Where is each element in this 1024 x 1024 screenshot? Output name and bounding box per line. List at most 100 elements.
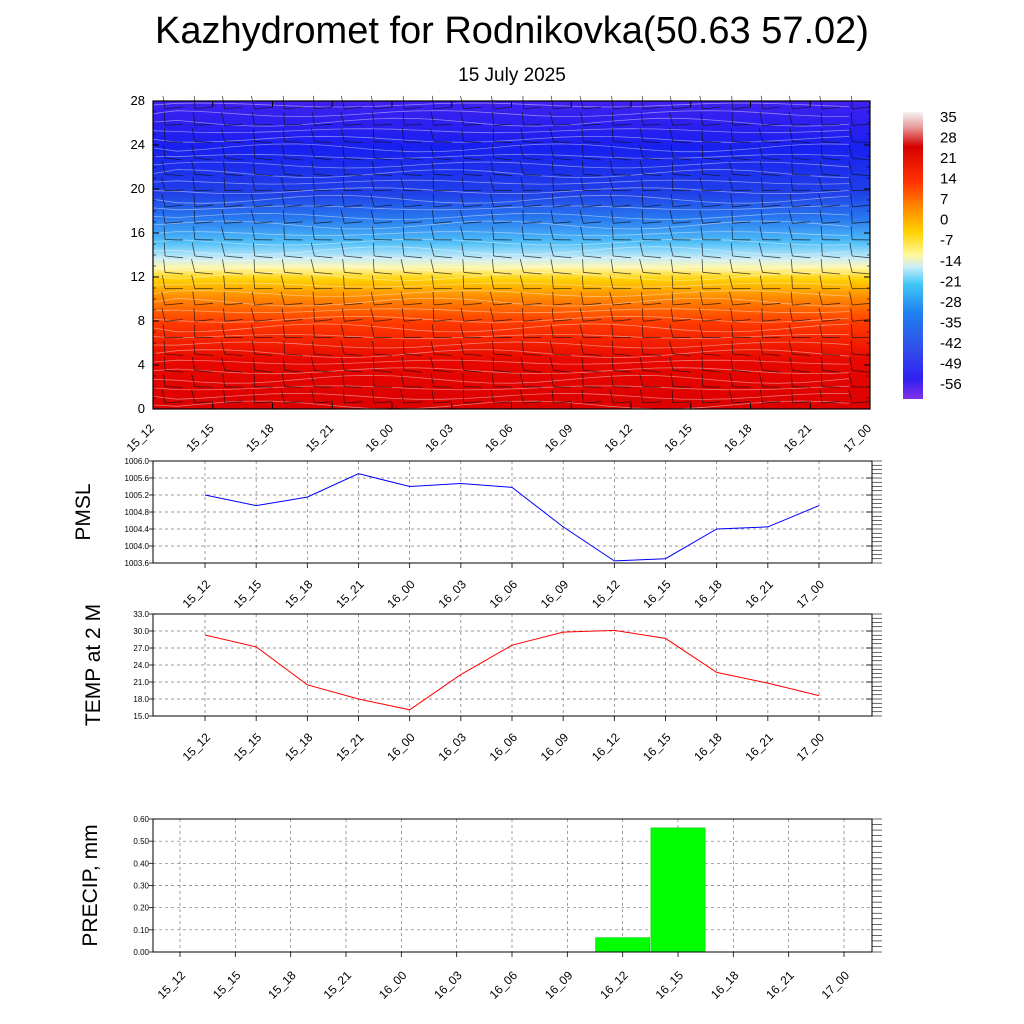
wind-barb: [702, 353, 721, 356]
x-tick-label: 16_00: [384, 730, 418, 764]
wind-barb: [343, 161, 345, 175]
wind-barb: [641, 324, 644, 338]
wind-barb: [493, 319, 512, 322]
wind-barb: [433, 204, 452, 208]
wind-barb: [822, 401, 841, 404]
wind-barb: [284, 386, 303, 388]
wind-barb: [822, 353, 841, 356]
wind-barb: [822, 369, 841, 373]
wind-barb: [613, 189, 632, 192]
wind-barb: [551, 161, 554, 175]
wind-barb: [162, 95, 166, 110]
wind-barb: [224, 173, 243, 177]
series-line: [204, 473, 820, 562]
wind-barb: [163, 340, 166, 355]
wind-barb: [642, 189, 662, 192]
wind-barb: [791, 275, 793, 289]
wind-barb: [430, 226, 435, 240]
wind-barb: [194, 221, 213, 224]
wind-barb: [672, 221, 691, 224]
wind-barb: [343, 291, 345, 306]
wind-barb: [642, 123, 662, 126]
wind-barb: [852, 302, 871, 306]
wind-barb: [549, 112, 554, 126]
wind-barb: [758, 373, 763, 387]
wind-barb: [281, 259, 285, 273]
wind-barb: [463, 319, 482, 322]
wind-barb: [283, 340, 285, 355]
wind-barb: [758, 128, 763, 142]
wind-barb: [849, 291, 853, 306]
wind-barb: [851, 210, 853, 224]
x-tick-label: 15_18: [282, 730, 316, 764]
wind-barb: [642, 369, 662, 373]
wind-barb: [731, 112, 734, 126]
wind-barb: [461, 291, 465, 306]
wind-barb: [762, 106, 781, 110]
wind-barb: [729, 144, 734, 159]
chart-subtitle: 15 July 2025: [458, 65, 566, 86]
wind-barb: [642, 353, 662, 356]
wind-barb: [164, 319, 184, 322]
wind-barb: [433, 221, 452, 224]
wind-barb: [224, 157, 243, 161]
colorbar: 35 28 21 14 7 0 -7 -14 -21 -28 -35 -42 -49 -56: [903, 109, 962, 399]
wind-barb: [669, 357, 674, 371]
wind-barb: [582, 144, 584, 159]
wind-barb: [344, 221, 363, 224]
wind-barb: [760, 324, 763, 338]
contour-line: [152, 128, 850, 134]
wind-barb: [669, 112, 674, 126]
wind-barb: [672, 302, 691, 306]
wind-barb: [642, 157, 662, 161]
y-tick-label: 21.0: [133, 678, 149, 687]
wind-barb: [430, 259, 435, 273]
wind-barb: [758, 357, 763, 371]
wind-barb: [762, 141, 781, 143]
contour-line: [152, 231, 850, 237]
y-tick-label: 1003.6: [125, 559, 150, 568]
wind-barb: [311, 112, 315, 126]
wind-barb: [672, 141, 691, 143]
wind-barb: [732, 255, 751, 259]
contour-line: [152, 179, 850, 185]
wind-barb: [284, 221, 303, 224]
wind-barb: [822, 302, 841, 306]
wind-barb: [254, 141, 273, 143]
wind-barb: [790, 177, 793, 191]
wind-barb: [161, 291, 166, 306]
wind-barb: [583, 271, 602, 275]
wind-barb: [520, 242, 524, 257]
wind-barb: [579, 324, 584, 338]
wind-barb: [284, 204, 303, 208]
x-tick-label: 17_00: [841, 421, 875, 455]
wind-barb: [579, 308, 584, 322]
x-tick-label: 15_12: [124, 421, 158, 455]
wind-barb: [344, 204, 363, 208]
x-tick-label: 15_18: [265, 968, 299, 1002]
wind-barb: [761, 193, 763, 208]
wind-barb: [194, 189, 213, 192]
wind-barb: [221, 226, 226, 240]
wind-barb: [224, 123, 243, 126]
wind-barb: [401, 193, 405, 208]
wind-barb: [642, 271, 662, 275]
wind-barb: [760, 210, 763, 224]
wind-barb: [221, 340, 226, 355]
y-tick-label: 27.0: [133, 644, 149, 653]
wind-barb: [310, 242, 315, 257]
wind-barb: [583, 141, 602, 143]
wind-barb: [164, 221, 184, 224]
wind-barb: [281, 144, 285, 159]
wind-barb: [433, 189, 452, 192]
colorbar-label: 28: [940, 130, 957, 147]
wind-barb: [463, 221, 482, 224]
wind-barb: [639, 389, 644, 404]
wind-barb: [759, 340, 763, 355]
temp-panel: 33.0 30.0 27.0 24.0 21.0 18.0 15.0 15_12 15_15 15…: [82, 604, 882, 764]
wind-barb: [310, 128, 315, 142]
wind-barb: [433, 353, 452, 356]
wind-barb: [610, 144, 614, 159]
wind-barb: [310, 259, 315, 273]
wind-barb: [314, 173, 333, 177]
